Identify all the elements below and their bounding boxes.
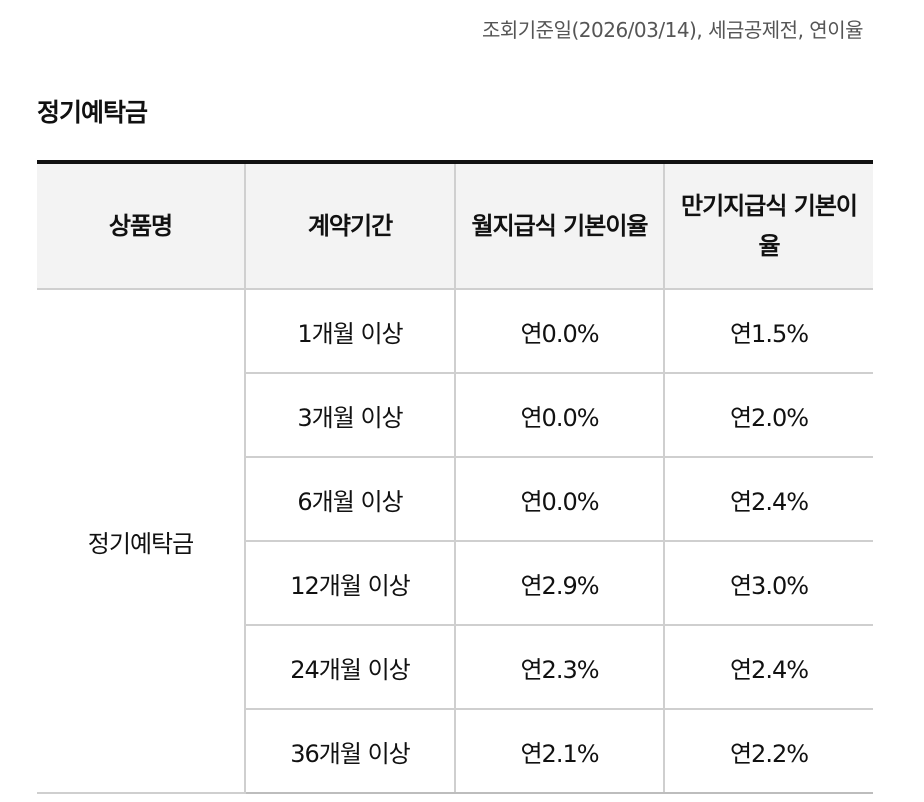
monthly-rate-cell: 연0.0% [454, 457, 664, 542]
interest-rate-table: 상품명 계약기간 월지급식 기본이율 만기지급식 기본이율 정기예탁금 1개월 … [37, 160, 873, 794]
maturity-rate-cell: 연3.0% [663, 541, 873, 626]
header-product-name: 상품명 [37, 162, 245, 290]
maturity-rate-cell: 연1.5% [663, 289, 873, 374]
term-cell: 6개월 이상 [244, 457, 455, 542]
table-row: 3개월 이상 연0.0% 연2.0% [37, 373, 873, 458]
term-cell: 3개월 이상 [244, 373, 455, 458]
monthly-rate-cell: 연0.0% [454, 289, 664, 374]
header-maturity-rate: 만기지급식 기본이율 [663, 162, 873, 290]
term-cell: 1개월 이상 [244, 289, 455, 374]
monthly-rate-cell: 연2.3% [454, 625, 664, 710]
product-name-cell: 정기예탁금 [37, 289, 245, 794]
term-cell: 24개월 이상 [244, 625, 455, 710]
table-row: 36개월 이상 연2.1% 연2.2% [37, 709, 873, 794]
monthly-rate-cell: 연2.1% [454, 709, 664, 794]
monthly-rate-cell: 연2.9% [454, 541, 664, 626]
section-title: 정기예탁금 [37, 98, 148, 127]
table-row: 12개월 이상 연2.9% 연3.0% [37, 541, 873, 626]
header-contract-term: 계약기간 [244, 162, 455, 290]
table-row: 정기예탁금 1개월 이상 연0.0% 연1.5% [37, 289, 873, 794]
term-cell: 36개월 이상 [244, 709, 455, 794]
maturity-rate-cell: 연2.2% [663, 709, 873, 794]
table-row: 6개월 이상 연0.0% 연2.4% [37, 457, 873, 542]
maturity-rate-cell: 연2.4% [663, 625, 873, 710]
maturity-rate-cell: 연2.4% [663, 457, 873, 542]
maturity-rate-cell: 연2.0% [663, 373, 873, 458]
inquiry-date-note: 조회기준일(2026/03/14), 세금공제전, 연이율 [481, 18, 864, 42]
header-monthly-rate: 월지급식 기본이율 [454, 162, 664, 290]
table-header-row: 상품명 계약기간 월지급식 기본이율 만기지급식 기본이율 [37, 162, 873, 290]
term-cell: 12개월 이상 [244, 541, 455, 626]
table-row: 24개월 이상 연2.3% 연2.4% [37, 625, 873, 710]
monthly-rate-cell: 연0.0% [454, 373, 664, 458]
